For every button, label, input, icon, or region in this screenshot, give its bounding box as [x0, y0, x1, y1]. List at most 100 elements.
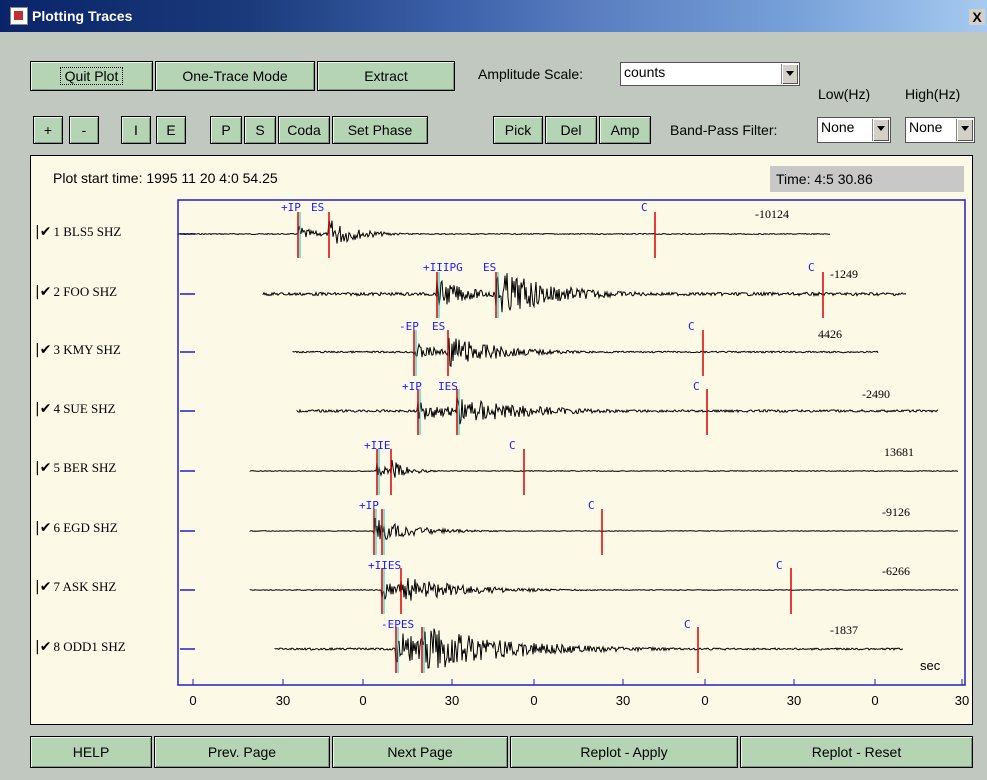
amplitude-scale-value: counts: [624, 64, 666, 80]
pick-label: +IIE: [364, 439, 391, 452]
impulsive-button[interactable]: I: [121, 116, 151, 144]
close-icon[interactable]: X: [969, 9, 985, 25]
s-phase-button[interactable]: S: [244, 116, 276, 144]
waveform[interactable]: [296, 396, 939, 425]
pick-label: IES: [438, 380, 458, 393]
quit-plot-button[interactable]: Quit Plot: [30, 61, 153, 91]
x-tick-label: 30: [276, 693, 290, 708]
pick-button[interactable]: Pick: [493, 116, 543, 144]
pick-label: +IP: [402, 380, 422, 393]
waveform[interactable]: [249, 459, 958, 478]
prev-page-button[interactable]: Prev. Page: [154, 736, 330, 768]
check-icon[interactable]: |✔: [35, 284, 52, 300]
emergent-button[interactable]: E: [156, 116, 186, 144]
check-icon[interactable]: |✔: [35, 520, 52, 536]
waveform[interactable]: [249, 578, 959, 601]
chevron-down-icon[interactable]: [872, 119, 889, 141]
chevron-down-icon[interactable]: [781, 64, 798, 84]
band-pass-label: Band-Pass Filter:: [670, 122, 778, 138]
station-label: 4 SUE SHZ: [53, 401, 116, 416]
p-phase-button[interactable]: P: [210, 116, 242, 144]
amplitude-button[interactable]: Amp: [599, 116, 651, 144]
waveform[interactable]: [249, 517, 959, 540]
pick-label: ES: [432, 320, 445, 333]
high-hz-value: None: [909, 119, 943, 135]
station-row[interactable]: |✔ 5 BER SHZ: [35, 460, 116, 476]
station-label: 5 BER SHZ: [53, 460, 117, 475]
x-tick-label: 30: [787, 693, 801, 708]
coda-label: C: [776, 559, 783, 572]
station-label: 3 KMY SHZ: [53, 342, 121, 357]
check-icon[interactable]: |✔: [35, 401, 52, 417]
station-row[interactable]: |✔ 1 BLS5 SHZ: [35, 224, 121, 240]
amp-label: 4426: [818, 327, 842, 341]
station-row[interactable]: |✔ 3 KMY SHZ: [35, 342, 121, 358]
replot-reset-button[interactable]: Replot - Reset: [740, 736, 973, 768]
amp-label: -10124: [755, 207, 789, 221]
amp-label: -9126: [882, 505, 910, 519]
coda-label: C: [641, 201, 648, 214]
amp-label: -1837: [830, 623, 858, 637]
coda-label: C: [509, 439, 516, 452]
coda-label: C: [693, 380, 700, 393]
station-row[interactable]: |✔ 4 SUE SHZ: [35, 401, 116, 417]
check-icon[interactable]: |✔: [35, 342, 52, 358]
replot-apply-button[interactable]: Replot - Apply: [510, 736, 738, 768]
x-tick-label: 0: [871, 693, 878, 708]
check-icon[interactable]: |✔: [35, 639, 52, 655]
pick-label: ES: [483, 261, 496, 274]
waveform[interactable]: [274, 628, 904, 669]
x-tick-label: 30: [445, 693, 459, 708]
station-label: 1 BLS5 SHZ: [53, 224, 122, 239]
coda-label: C: [688, 320, 695, 333]
station-label: 2 FOO SHZ: [53, 284, 118, 299]
extract-button[interactable]: Extract: [317, 61, 455, 91]
x-tick-label: 0: [189, 693, 196, 708]
station-label: 8 ODD1 SHZ: [53, 639, 126, 654]
station-row[interactable]: |✔ 2 FOO SHZ: [35, 284, 117, 300]
sec-label: sec: [920, 658, 941, 673]
station-row[interactable]: |✔ 6 EGD SHZ: [35, 520, 118, 536]
low-hz-label: Low(Hz): [818, 86, 871, 102]
low-hz-select[interactable]: None: [817, 117, 891, 143]
waveform[interactable]: [262, 273, 907, 313]
amp-label: -1249: [830, 267, 858, 281]
x-tick-label: 30: [955, 693, 969, 708]
amp-label: 13681: [884, 445, 914, 459]
x-tick-label: 30: [616, 693, 630, 708]
check-icon[interactable]: |✔: [35, 579, 52, 595]
x-tick-label: 0: [359, 693, 366, 708]
station-label: 7 ASK SHZ: [53, 579, 117, 594]
check-icon[interactable]: |✔: [35, 460, 52, 476]
high-hz-select[interactable]: None: [905, 117, 975, 143]
station-row[interactable]: |✔ 7 ASK SHZ: [35, 579, 116, 595]
pick-label: +IIIPG: [423, 261, 463, 274]
amp-label: -6266: [882, 564, 910, 578]
x-tick-label: 0: [701, 693, 708, 708]
zoom-in-button[interactable]: +: [33, 116, 63, 144]
x-tick-label: 0: [530, 693, 537, 708]
set-phase-button[interactable]: Set Phase: [332, 116, 428, 144]
waveform[interactable]: [292, 338, 879, 368]
plot-area[interactable]: [30, 155, 973, 725]
amp-label: -2490: [862, 387, 890, 401]
coda-button[interactable]: Coda: [278, 116, 330, 144]
next-page-button[interactable]: Next Page: [332, 736, 508, 768]
plot-start-time: Plot start time: 1995 11 20 4:0 54.25: [53, 170, 278, 186]
amplitude-scale-select[interactable]: counts: [620, 62, 800, 86]
waveform[interactable]: [177, 220, 830, 244]
trace-frame: [177, 199, 966, 686]
coda-label: C: [808, 261, 815, 274]
station-label: 6 EGD SHZ: [53, 520, 118, 535]
one-trace-mode-button[interactable]: One-Trace Mode: [155, 61, 315, 91]
chevron-down-icon[interactable]: [956, 119, 973, 141]
zoom-out-button[interactable]: -: [69, 116, 99, 144]
delete-pick-button[interactable]: Del: [545, 116, 597, 144]
help-button[interactable]: HELP: [30, 736, 152, 768]
pick-label: +IP: [359, 499, 379, 512]
coda-label: C: [588, 499, 595, 512]
station-row[interactable]: |✔ 8 ODD1 SHZ: [35, 639, 126, 655]
high-hz-label: High(Hz): [905, 86, 961, 102]
check-icon[interactable]: |✔: [35, 224, 52, 240]
